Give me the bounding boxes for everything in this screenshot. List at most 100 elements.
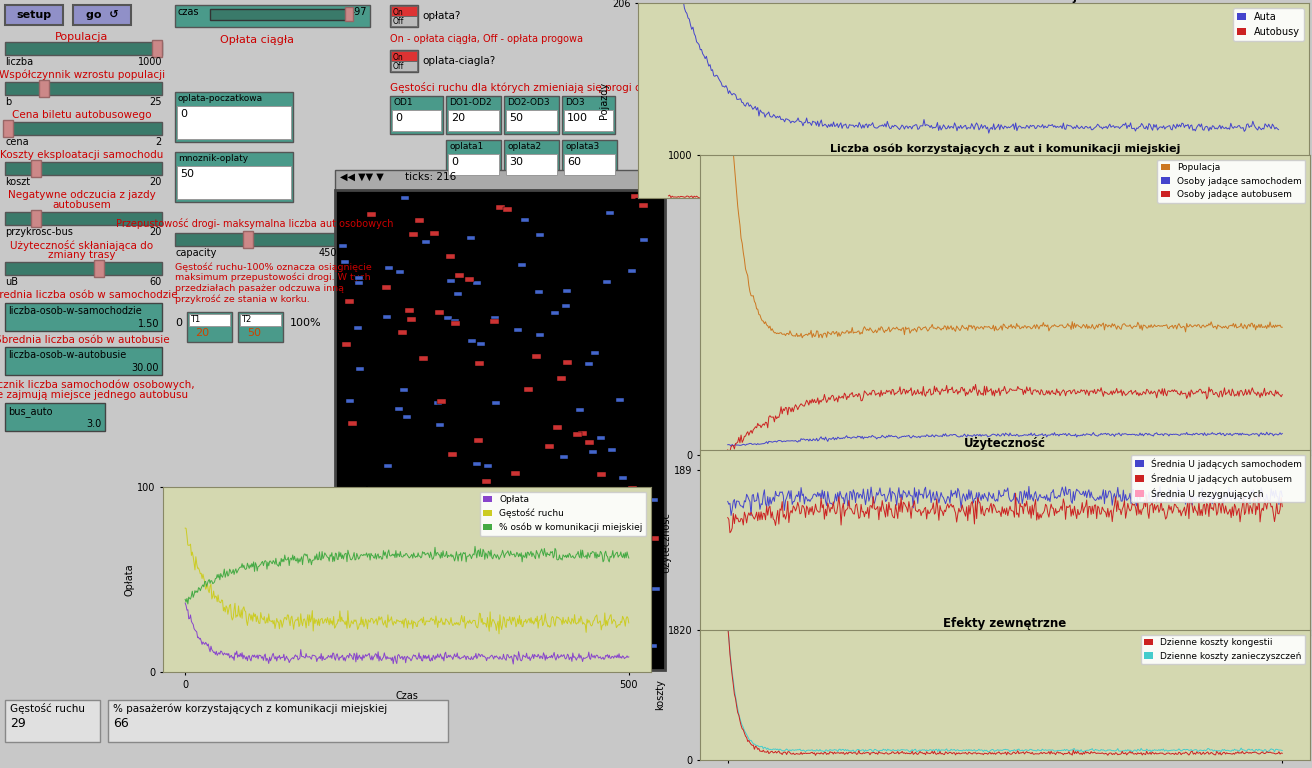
Text: przedziałach pasażer odczuwa inną: przedziałach pasażer odczuwa inną	[174, 284, 344, 293]
Text: oplata-ciagla?: oplata-ciagla?	[422, 56, 495, 66]
Bar	[489, 319, 499, 324]
Text: Śbrednia liczba osób w autobusie: Śbrednia liczba osób w autobusie	[0, 335, 169, 345]
Bar	[579, 431, 586, 436]
Bar	[391, 6, 417, 16]
Bar	[356, 281, 363, 285]
Text: 20: 20	[150, 227, 161, 237]
Bar	[639, 626, 647, 630]
Text: maksimum przepustowości drogi. W tych: maksimum przepustowości drogi. W tych	[174, 273, 370, 283]
Bar	[652, 587, 660, 591]
Bar	[537, 333, 544, 337]
Bar	[370, 616, 379, 621]
Bar	[447, 279, 455, 283]
Bar	[604, 280, 611, 284]
Bar	[421, 543, 430, 548]
Bar	[177, 106, 291, 139]
Bar	[39, 80, 50, 97]
Bar	[356, 276, 363, 280]
Text: 29: 29	[10, 717, 26, 730]
Bar	[619, 548, 628, 553]
Bar	[525, 600, 533, 604]
Text: capacity: capacity	[174, 248, 216, 258]
Bar	[447, 110, 499, 131]
Text: przykrość ze stania w korku.: przykrość ze stania w korku.	[174, 295, 310, 304]
Bar	[446, 254, 455, 259]
Text: 30: 30	[509, 157, 523, 167]
Title: Efekty zewnętrzne: Efekty zewnętrzne	[943, 617, 1067, 630]
Bar	[391, 61, 417, 71]
Text: uB: uB	[5, 277, 18, 287]
Bar	[237, 312, 283, 342]
Text: 60: 60	[567, 157, 581, 167]
Bar	[576, 408, 584, 412]
Bar	[491, 316, 499, 320]
Bar	[585, 440, 594, 445]
Text: 497: 497	[349, 7, 367, 17]
Text: DO1-OD2: DO1-OD2	[449, 98, 492, 107]
Text: 0: 0	[451, 157, 458, 167]
Bar	[558, 376, 565, 381]
Bar	[596, 629, 604, 634]
Bar	[649, 644, 657, 648]
Bar	[391, 523, 400, 528]
Bar	[454, 292, 462, 296]
Bar	[597, 436, 605, 440]
Bar	[592, 653, 600, 657]
Bar	[563, 360, 572, 365]
Bar	[383, 315, 391, 319]
Bar	[31, 210, 42, 227]
Text: Gęstość ruchu: Gęstość ruchu	[10, 703, 85, 714]
Bar	[504, 140, 559, 178]
Bar	[502, 207, 512, 212]
Bar	[356, 367, 363, 371]
Bar	[590, 351, 600, 355]
Bar	[345, 647, 354, 652]
Bar	[348, 421, 357, 426]
Bar	[335, 170, 665, 190]
Bar	[607, 448, 617, 452]
Bar	[152, 40, 163, 57]
Text: 20: 20	[150, 177, 161, 187]
Bar	[446, 96, 501, 134]
Bar	[5, 262, 161, 275]
Bar	[390, 50, 419, 72]
Text: 100: 100	[567, 113, 588, 123]
Text: mnoznik-oplaty: mnoznik-oplaty	[178, 154, 248, 163]
Bar	[335, 190, 665, 670]
Text: 50: 50	[247, 328, 261, 338]
Bar	[405, 498, 415, 502]
Bar	[436, 423, 443, 427]
Bar	[419, 356, 428, 361]
Bar	[5, 403, 105, 431]
Bar	[367, 212, 377, 217]
Bar	[390, 5, 419, 27]
Bar	[392, 110, 441, 131]
Bar	[597, 625, 606, 630]
Y-axis label: Opłata: Opłata	[125, 563, 134, 596]
Bar	[496, 205, 505, 210]
Title: Użyteczność: Użyteczność	[964, 437, 1046, 450]
Bar	[5, 42, 161, 55]
Legend: Opłata, Gęstość ruchu, % osób w komunikacji miejskiej: Opłata, Gęstość ruchu, % osób w komunika…	[480, 492, 647, 536]
Legend: Populacja, Osoby jadące samochodem, Osoby jadące autobusem: Populacja, Osoby jadące samochodem, Osob…	[1157, 160, 1305, 203]
Bar	[210, 9, 352, 20]
Bar	[504, 96, 559, 134]
Bar	[345, 7, 353, 21]
Bar	[377, 515, 384, 519]
Bar	[573, 432, 583, 437]
Bar	[342, 342, 352, 347]
Bar	[562, 304, 569, 308]
Bar	[177, 166, 291, 199]
Text: T2: T2	[241, 315, 252, 324]
Bar	[628, 486, 638, 491]
Bar	[5, 162, 161, 175]
Bar	[531, 496, 539, 500]
Bar	[447, 154, 499, 175]
Bar	[514, 328, 522, 332]
Text: oplata2: oplata2	[506, 142, 541, 151]
Text: 20: 20	[195, 328, 209, 338]
Bar	[560, 455, 568, 459]
Bar	[426, 499, 436, 504]
Bar	[361, 511, 370, 516]
Text: zmiany trasy: zmiany trasy	[49, 250, 115, 260]
